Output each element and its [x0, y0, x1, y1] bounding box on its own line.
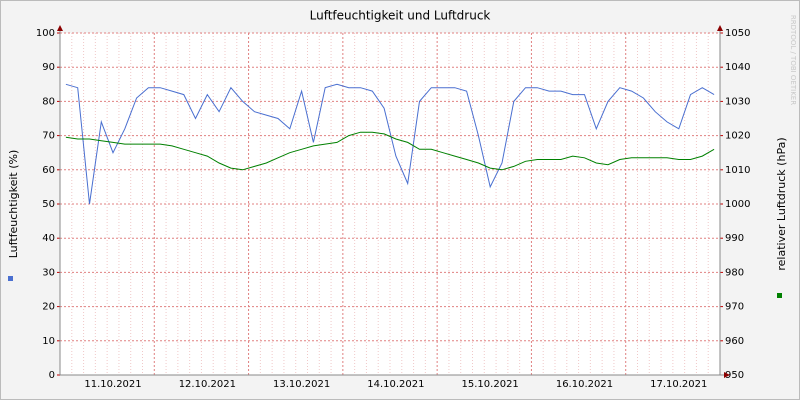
legend-swatch [777, 293, 782, 298]
y-tick-label: 40 [42, 233, 55, 244]
watermark: RRDTOOL / TOBI OETIKER [789, 15, 797, 105]
y2-axis-label: relativer Luftdruck (hPa) [775, 137, 788, 270]
y2-tick-label: 1030 [725, 96, 750, 107]
y-tick-label: 20 [42, 302, 55, 313]
y-tick-label: 10 [42, 336, 55, 347]
y2-tick-label: 1000 [725, 199, 750, 210]
axis-arrow [57, 25, 63, 31]
marks [65, 83, 715, 205]
x-tick-label: 17.10.2021 [650, 379, 707, 390]
x-tick-label: 12.10.2021 [179, 379, 236, 390]
y-tick-label: 60 [42, 165, 55, 176]
y2-tick-label: 950 [725, 370, 744, 381]
y-tick-label: 50 [42, 199, 55, 210]
y-tick-label: 70 [42, 131, 55, 142]
x-tick-label: 16.10.2021 [556, 379, 613, 390]
y2-tick-label: 960 [725, 336, 744, 347]
y-tick-label: 0 [49, 370, 55, 381]
legend-swatch [8, 276, 13, 281]
axis-arrow [717, 25, 723, 31]
x-tick-label: 15.10.2021 [462, 379, 519, 390]
y-tick-label: 80 [42, 96, 55, 107]
y-tick-label: 30 [42, 267, 55, 278]
x-tick-label: 11.10.2021 [84, 379, 141, 390]
y2-tick-label: 980 [725, 267, 744, 278]
axis-arrow [724, 372, 730, 378]
y2-tick-label: 970 [725, 302, 744, 313]
series-line [65, 131, 715, 171]
y2-tick-label: 990 [725, 233, 744, 244]
x-tick-label: 14.10.2021 [367, 379, 424, 390]
y-tick-label: 90 [42, 62, 55, 73]
y2-tick-label: 1010 [725, 165, 750, 176]
y2-tick-label: 1020 [725, 131, 750, 142]
series-line [65, 83, 715, 205]
x-tick-label: 13.10.2021 [273, 379, 330, 390]
chart-title: Luftfeuchtigkeit und Luftdruck [310, 9, 491, 23]
y2-tick-label: 1040 [725, 62, 750, 73]
y-axis-label: Luftfeuchtigkeit (%) [7, 150, 20, 259]
grid [60, 32, 720, 376]
y-tick-label: 100 [36, 28, 55, 39]
y2-tick-label: 1050 [725, 28, 750, 39]
